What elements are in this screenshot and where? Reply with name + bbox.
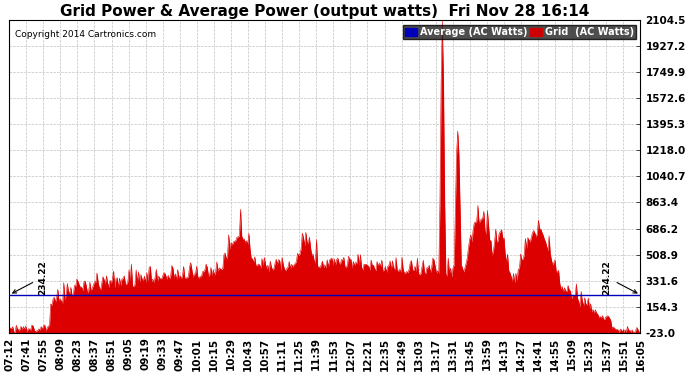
Title: Grid Power & Average Power (output watts)  Fri Nov 28 16:14: Grid Power & Average Power (output watts…	[60, 4, 589, 19]
Text: 234.22: 234.22	[603, 260, 637, 295]
Legend: Average (AC Watts), Grid  (AC Watts): Average (AC Watts), Grid (AC Watts)	[403, 25, 635, 39]
Text: 234.22: 234.22	[12, 260, 47, 295]
Text: Copyright 2014 Cartronics.com: Copyright 2014 Cartronics.com	[15, 30, 157, 39]
